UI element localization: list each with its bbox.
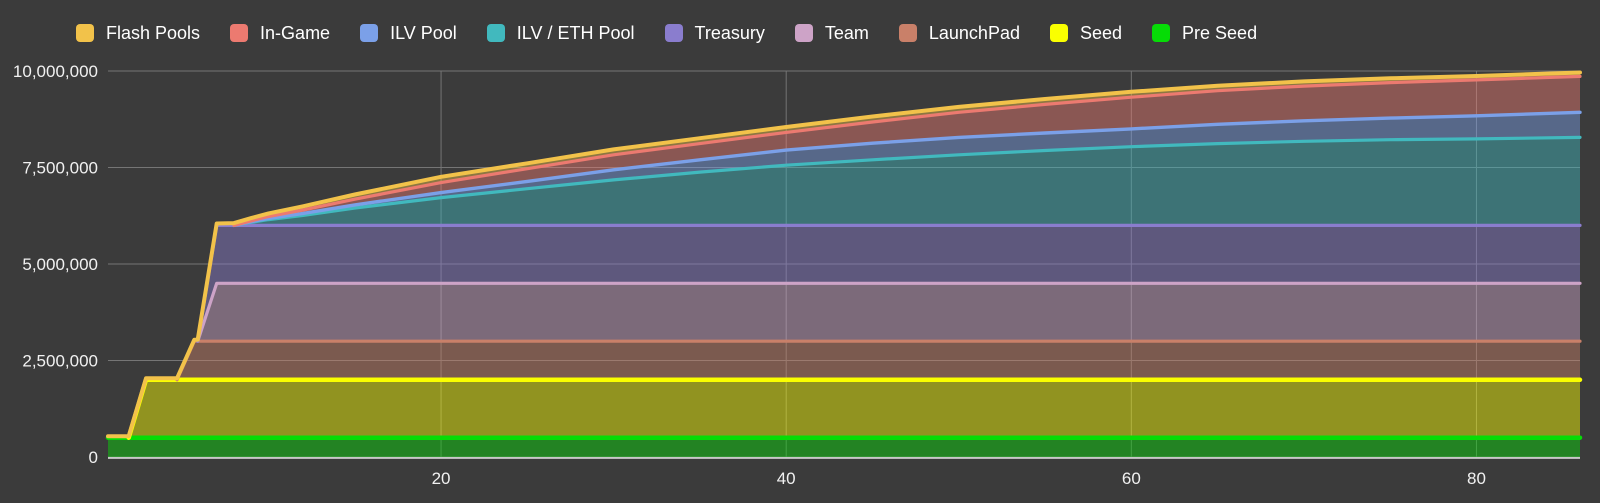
legend-swatch-ilv-pool <box>360 24 379 42</box>
line-team <box>196 281 1582 343</box>
legend-item-pre-seed[interactable]: Pre Seed <box>1152 24 1257 42</box>
legend-item-in-game[interactable]: In-Game <box>230 24 330 42</box>
line-ilv-pool <box>232 110 1582 228</box>
legend-label: In-Game <box>260 23 331 43</box>
area-ilv-eth-pool <box>108 137 1580 438</box>
legend-label: Treasury <box>694 23 765 43</box>
y-tick-label-2500000: 2,500,000 <box>22 352 98 371</box>
y-tick-label-5000000: 5,000,000 <box>22 255 98 274</box>
legend-label: Team <box>824 23 869 43</box>
line-flash-pools <box>106 70 1582 439</box>
line-ilv-eth-pool <box>232 135 1582 227</box>
legend-label: Pre Seed <box>1182 23 1258 43</box>
legend-swatch-launchpad <box>898 24 917 42</box>
legend-item-seed[interactable]: Seed <box>1049 23 1123 43</box>
legend-item-launchpad[interactable]: LaunchPad <box>898 23 1020 43</box>
legend-item-treasury[interactable]: Treasury <box>664 23 765 43</box>
area-in-game <box>108 76 1580 438</box>
x-tick-label-60: 60 <box>1122 469 1141 488</box>
legend-item-team[interactable]: Team <box>794 23 869 43</box>
legend-swatch-in-game <box>230 24 249 42</box>
area-team <box>108 283 1580 438</box>
area-treasury <box>108 225 1580 438</box>
y-tick-label-10000000: 10,000,000 <box>13 62 98 81</box>
area-seed <box>108 379 1580 438</box>
legend-item-flash-pools[interactable]: Flash Pools <box>76 24 200 42</box>
line-in-game <box>232 74 1582 227</box>
legend-label: Flash Pools <box>106 23 201 43</box>
chart-legend: Flash Pools In-Game ILV Pool ILV / ETH Pool… <box>76 24 1257 42</box>
legend-label: Seed <box>1079 23 1123 43</box>
line-seed <box>126 377 1583 440</box>
x-tick-label-40: 40 <box>777 469 796 488</box>
area-launchpad <box>108 341 1580 438</box>
legend-swatch-team <box>794 24 813 42</box>
legend-item-ilv-pool[interactable]: ILV Pool <box>360 24 457 42</box>
legend-swatch-treasury <box>664 24 683 42</box>
legend-swatch-flash-pools <box>76 24 94 42</box>
line-launchpad <box>175 339 1582 382</box>
legend-item-ilv-eth-pool[interactable]: ILV / ETH Pool <box>486 23 635 43</box>
legend-label: ILV / ETH Pool <box>516 23 635 43</box>
y-tick-label-7500000: 7,500,000 <box>22 159 98 178</box>
legend-label: LaunchPad <box>928 23 1020 43</box>
line-treasury <box>196 223 1582 343</box>
legend-label: ILV Pool <box>390 23 457 43</box>
area-pre-seed <box>108 437 1580 457</box>
legend-swatch-pre-seed <box>1152 24 1171 42</box>
legend-swatch-seed <box>1049 24 1068 42</box>
y-tick-label-0: 0 <box>89 448 98 467</box>
legend-swatch-ilv-eth-pool <box>486 24 505 42</box>
x-tick-label-80: 80 <box>1467 469 1486 488</box>
x-tick-label-20: 20 <box>432 469 451 488</box>
